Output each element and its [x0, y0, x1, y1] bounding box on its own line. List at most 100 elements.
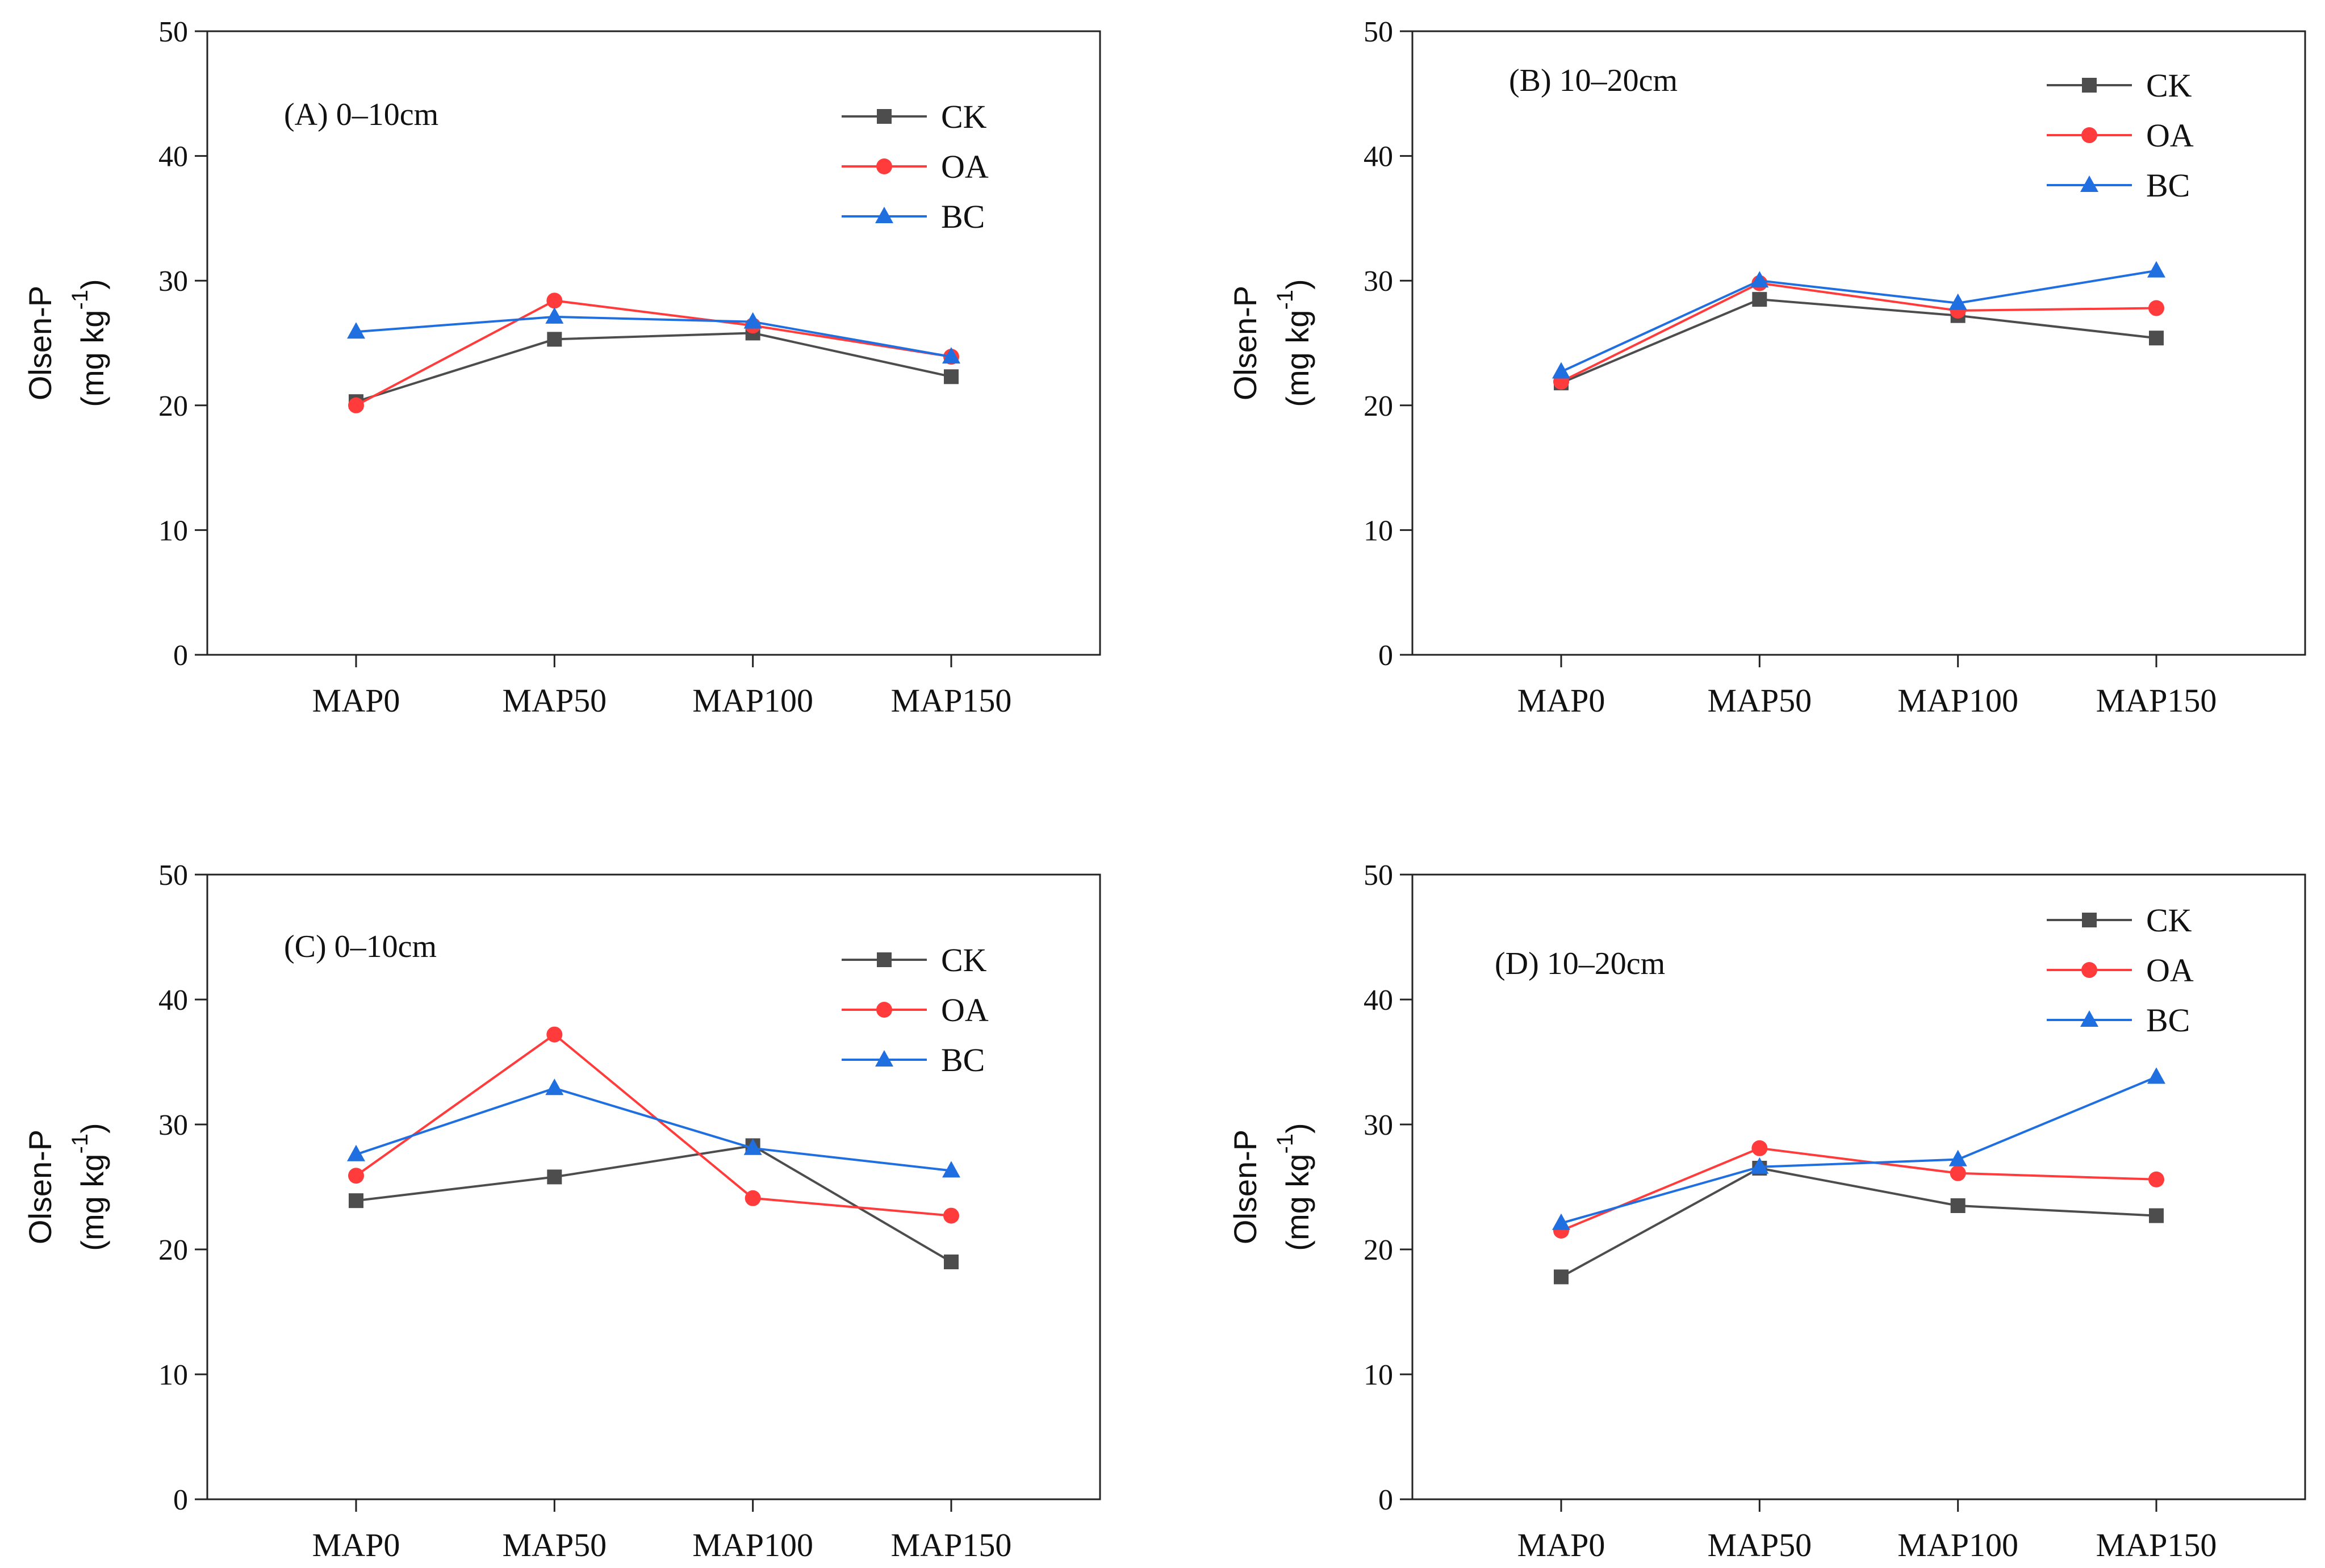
legend-label: OA — [941, 992, 989, 1028]
legend: CK OA BC — [2047, 67, 2194, 204]
panel-d: 0 10 20 30 40 50 MAP0 MAP50 MAP100 MAP150 Olsen-P (… — [1227, 859, 2306, 1563]
data-point — [1552, 362, 1570, 379]
y-axis-unit: (mg kg-1) — [1273, 279, 1315, 407]
series-line — [1561, 1076, 2157, 1224]
series-line — [1561, 1147, 2157, 1232]
series-ck — [349, 325, 959, 409]
x-tick-label: MAP50 — [502, 682, 607, 719]
data-point — [349, 1193, 363, 1209]
y-tick-label: 50 — [1364, 16, 1393, 48]
legend-marker — [2082, 78, 2097, 93]
legend-label: CK — [941, 98, 987, 135]
y-axis-unit-exponent: -1 — [68, 290, 93, 310]
legend-marker — [876, 158, 892, 174]
data-point — [944, 1255, 959, 1269]
series-oa — [348, 1026, 959, 1224]
series-line — [356, 332, 952, 403]
data-point — [743, 312, 762, 329]
series-line — [1561, 298, 2157, 384]
x-tick-label: MAP100 — [692, 1527, 813, 1563]
panel-title: (A) 0–10cm — [284, 97, 438, 132]
y-tick-label: 50 — [158, 859, 188, 892]
y-tick-label: 40 — [1364, 984, 1393, 1017]
y-tick-label: 40 — [158, 141, 188, 173]
legend: CK OA BC — [842, 942, 989, 1078]
legend-label: OA — [941, 148, 989, 185]
x-tick-label: MAP50 — [1707, 682, 1812, 719]
plot-frame — [206, 873, 1101, 1500]
y-axis-label: Olsen-P (mg kg-1) — [1227, 279, 1315, 407]
y-tick-label: 0 — [173, 639, 188, 672]
y-axis-unit-text: (mg kg — [1279, 310, 1315, 407]
data-point — [546, 1026, 563, 1043]
legend-item-oa: OA — [842, 148, 989, 185]
legend-label: CK — [2146, 67, 2192, 104]
data-point — [2147, 1067, 2165, 1084]
legend-item-oa: OA — [842, 992, 989, 1028]
panel-c: 0 10 20 30 40 50 MAP0 MAP50 MAP100 MAP150 Olsen-P (… — [22, 859, 1101, 1563]
x-tick-label: MAP0 — [312, 682, 400, 719]
series-line — [356, 315, 952, 358]
legend-label: CK — [2146, 902, 2192, 939]
legend-label: BC — [2146, 1002, 2190, 1039]
data-point — [348, 397, 364, 413]
data-point — [1750, 1157, 1769, 1174]
legend-item-oa: OA — [2047, 117, 2194, 154]
legend-marker — [875, 1050, 893, 1067]
series-ck — [349, 1138, 959, 1269]
x-tick-label: MAP150 — [891, 1527, 1012, 1563]
data-point — [348, 1168, 364, 1184]
y-tick-label: 30 — [1364, 265, 1393, 298]
x-tick-label: MAP0 — [1517, 682, 1605, 719]
legend-marker — [2080, 175, 2098, 192]
data-point — [2148, 1171, 2164, 1188]
y-axis-label: Olsen-P (mg kg-1) — [1227, 1123, 1315, 1251]
data-point — [547, 332, 562, 347]
data-point — [545, 1078, 564, 1095]
y-axis-title: Olsen-P — [22, 286, 58, 400]
y-axis-unit-text: (mg kg — [74, 1154, 110, 1251]
x-tick-label: MAP100 — [1897, 1527, 2018, 1563]
legend-marker — [877, 109, 892, 124]
legend-item-ck: CK — [842, 98, 987, 135]
legend-label: BC — [941, 1042, 985, 1078]
data-point — [942, 347, 960, 364]
data-point — [2148, 300, 2164, 316]
y-axis-unit: (mg kg-1) — [68, 279, 110, 407]
series-line — [356, 1087, 952, 1172]
series-line — [1561, 1166, 2157, 1278]
legend-marker — [2082, 913, 2097, 927]
y-tick-label: 10 — [1364, 1359, 1393, 1391]
data-point — [2149, 331, 2164, 346]
data-point — [1950, 1198, 1966, 1213]
y-axis-unit-exponent: -1 — [1273, 290, 1298, 310]
data-point — [546, 292, 563, 309]
legend: CK OA BC — [842, 98, 989, 235]
y-tick-label: 40 — [1364, 141, 1393, 173]
data-point — [942, 1161, 960, 1178]
y-axis-unit-text: (mg kg — [1279, 1154, 1315, 1251]
x-tick-label: MAP150 — [2096, 682, 2217, 719]
legend-label: BC — [2146, 167, 2190, 204]
data-point — [2147, 261, 2165, 278]
legend-item-bc: BC — [2047, 1002, 2190, 1039]
y-tick-label: 10 — [158, 1359, 188, 1391]
x-tick-label: MAP0 — [1517, 1527, 1605, 1563]
series-oa — [1553, 1140, 2164, 1239]
series-line — [1561, 282, 2157, 383]
panel-title: (C) 0–10cm — [284, 929, 437, 964]
y-axis-title: Olsen-P — [1227, 286, 1263, 400]
y-tick-label: 50 — [1364, 859, 1393, 892]
legend-item-bc: BC — [2047, 167, 2190, 204]
legend-label: CK — [941, 942, 987, 979]
x-tick-label: MAP100 — [1897, 682, 2018, 719]
legend-marker — [875, 207, 893, 223]
x-tick-label: MAP50 — [502, 1527, 607, 1563]
series-bc — [1552, 261, 2165, 379]
legend-item-ck: CK — [2047, 902, 2192, 939]
legend-item-ck: CK — [842, 942, 987, 979]
series-bc — [1552, 1067, 2165, 1230]
y-axis-title: Olsen-P — [22, 1130, 58, 1244]
legend-marker — [2081, 962, 2097, 978]
